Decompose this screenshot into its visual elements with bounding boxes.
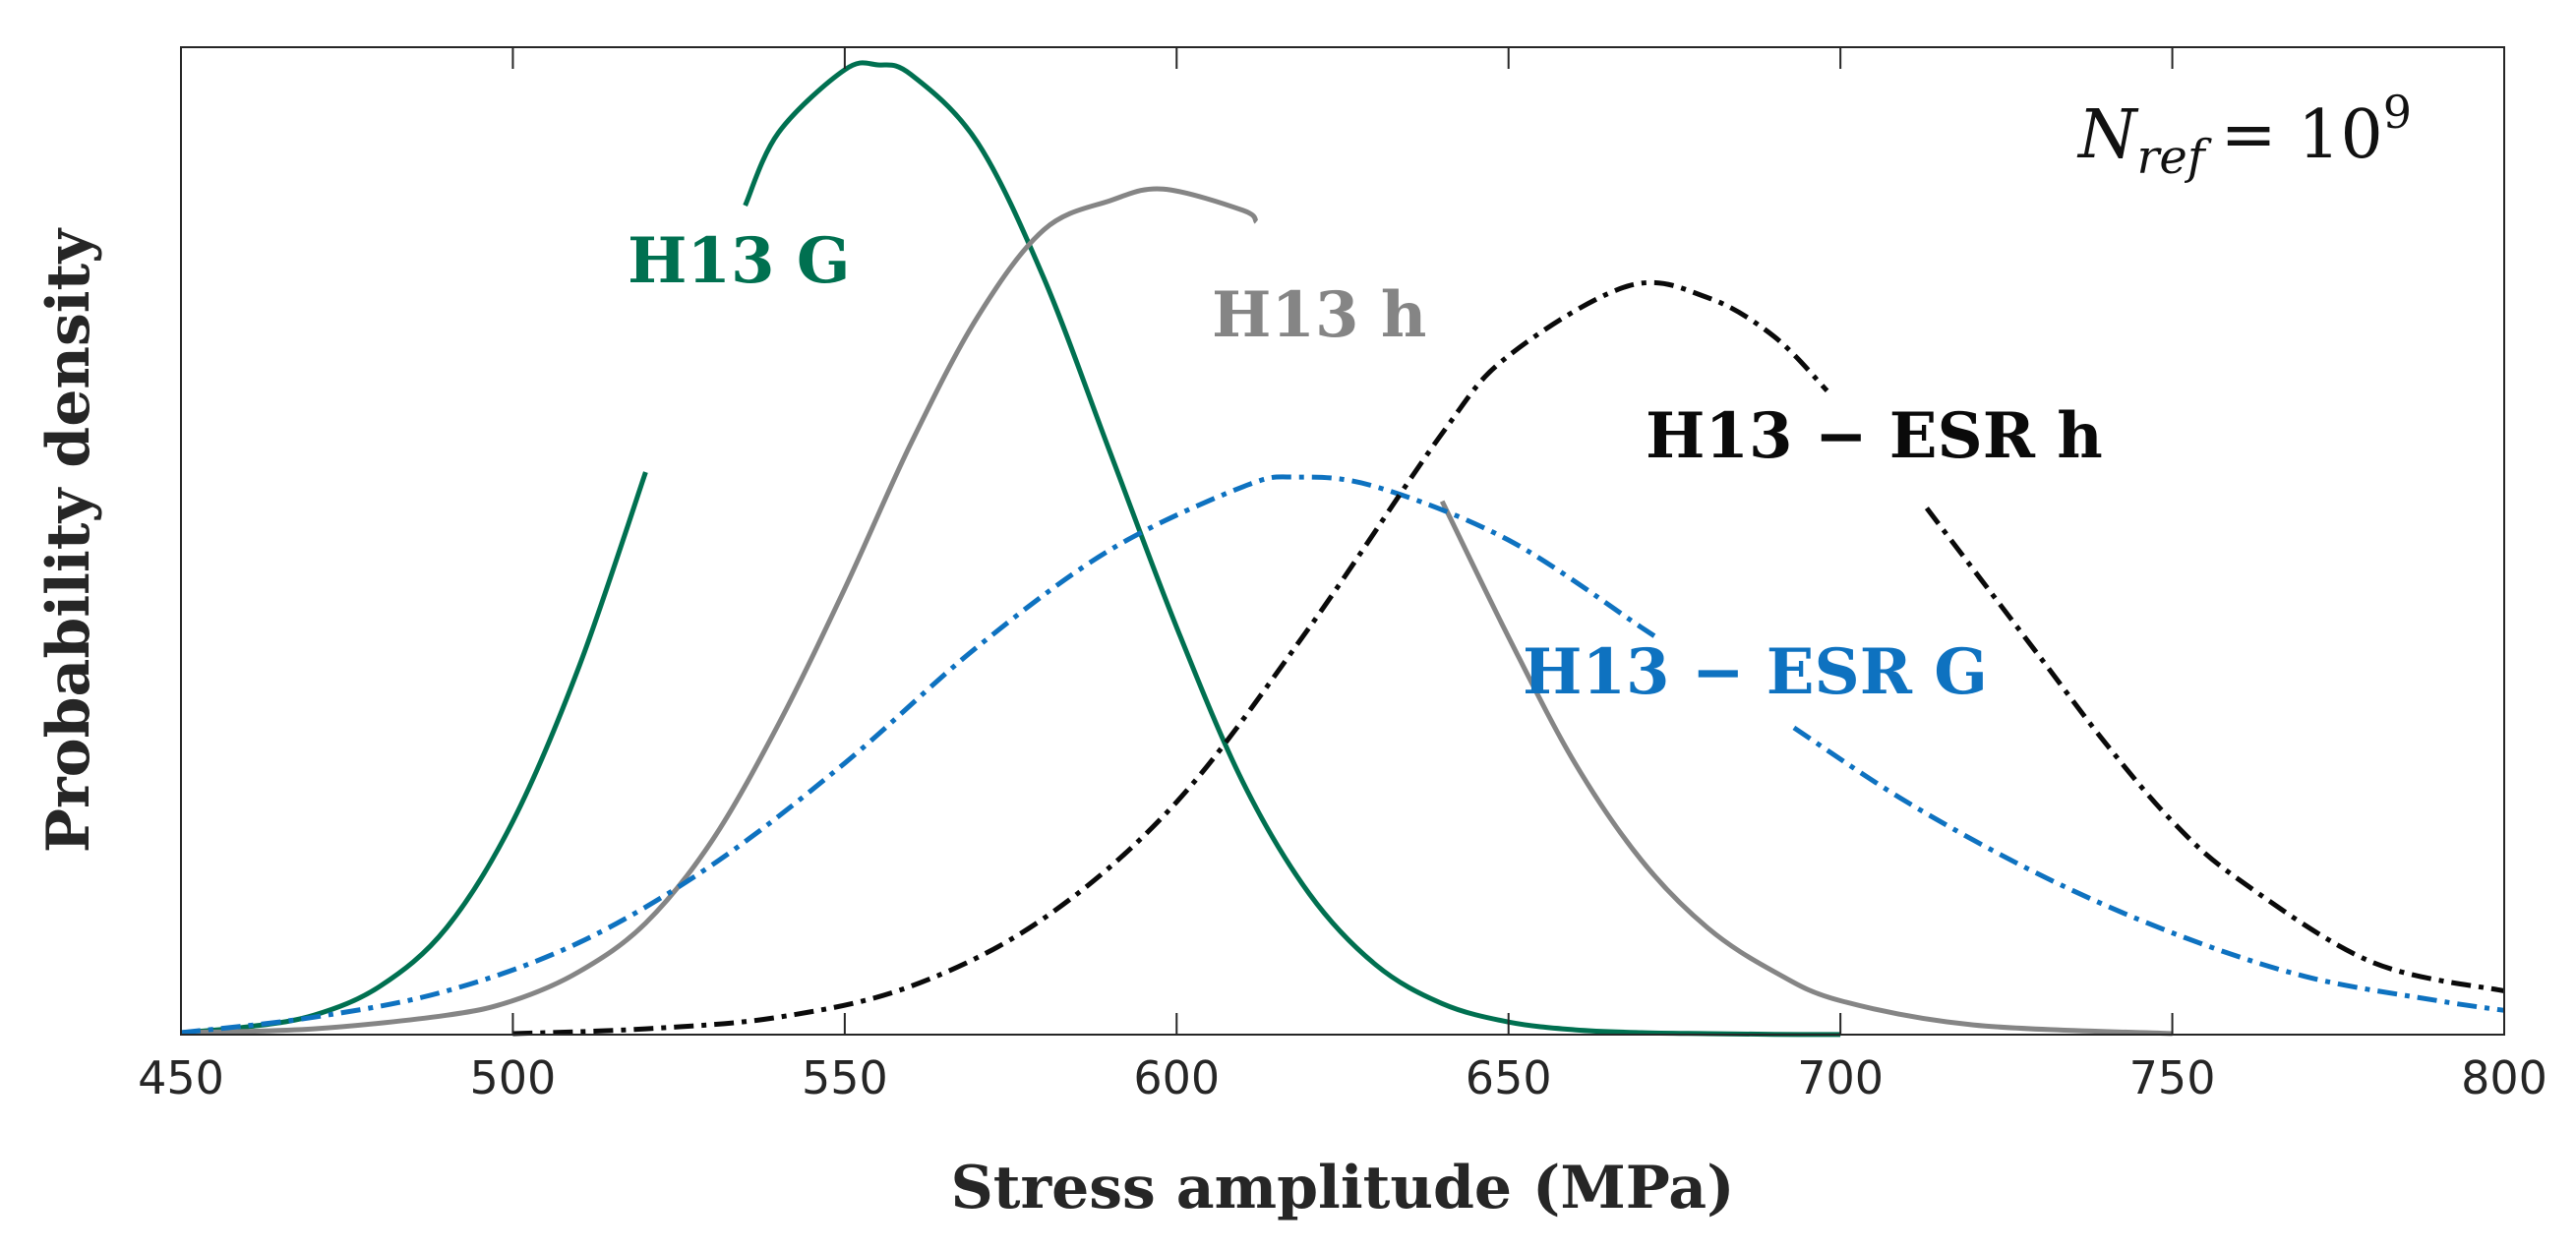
- x-tick-label-800: 800: [2461, 1051, 2547, 1104]
- annotation-equals: = 10: [2221, 96, 2383, 174]
- series-line-h13-h-part-2: [1439, 500, 2173, 1037]
- x-tick-label-450: 450: [138, 1051, 224, 1104]
- series-line-h13-g-part-2: [743, 60, 1841, 1038]
- annotation-superscript: 9: [2383, 86, 2412, 139]
- x-axis-ticks: 450 500 550 600 650 700 750 800: [138, 47, 2547, 1104]
- x-tick-label-650: 650: [1466, 1051, 1552, 1104]
- x-tick-label-700: 700: [1797, 1051, 1884, 1104]
- curves-layer: [180, 60, 2505, 1038]
- curve-label-h13-esr-g: H13 − ESR G: [1523, 635, 1988, 709]
- series-line-h13-g-part-1: [180, 471, 648, 1036]
- series-line-h13-esr-h-part-1: [512, 279, 1829, 1037]
- plot-frame: [180, 46, 2505, 1036]
- curve-label-h13-h: H13 h: [1212, 278, 1426, 352]
- curve-label-h13-esr-h: H13 − ESR h: [1646, 399, 2103, 473]
- series-line-h13-esr-h-part-2: [1924, 506, 2505, 994]
- series-line-h13-h-part-1: [180, 186, 1259, 1036]
- x-axis-title: Stress amplitude (MPa): [950, 1154, 1734, 1222]
- annotation-subscript: ref: [2136, 130, 2211, 185]
- annotation-main: N: [2076, 96, 2139, 174]
- x-tick-label-750: 750: [2129, 1051, 2216, 1104]
- y-axis-title: Probability density: [34, 227, 103, 853]
- x-tick-label-500: 500: [470, 1051, 557, 1104]
- curve-label-h13-g: H13 G: [628, 224, 850, 298]
- curve-labels: H13 G H13 h H13 − ESR G H13 − ESR h: [628, 224, 2103, 709]
- x-tick-label-600: 600: [1133, 1051, 1220, 1104]
- n-ref-annotation: Nref = 109: [2076, 86, 2412, 185]
- series-line-h13-esr-g-part-1: [180, 474, 1659, 1036]
- x-tick-label-550: 550: [802, 1051, 888, 1104]
- series-line-h13-esr-g-part-2: [1792, 725, 2505, 1013]
